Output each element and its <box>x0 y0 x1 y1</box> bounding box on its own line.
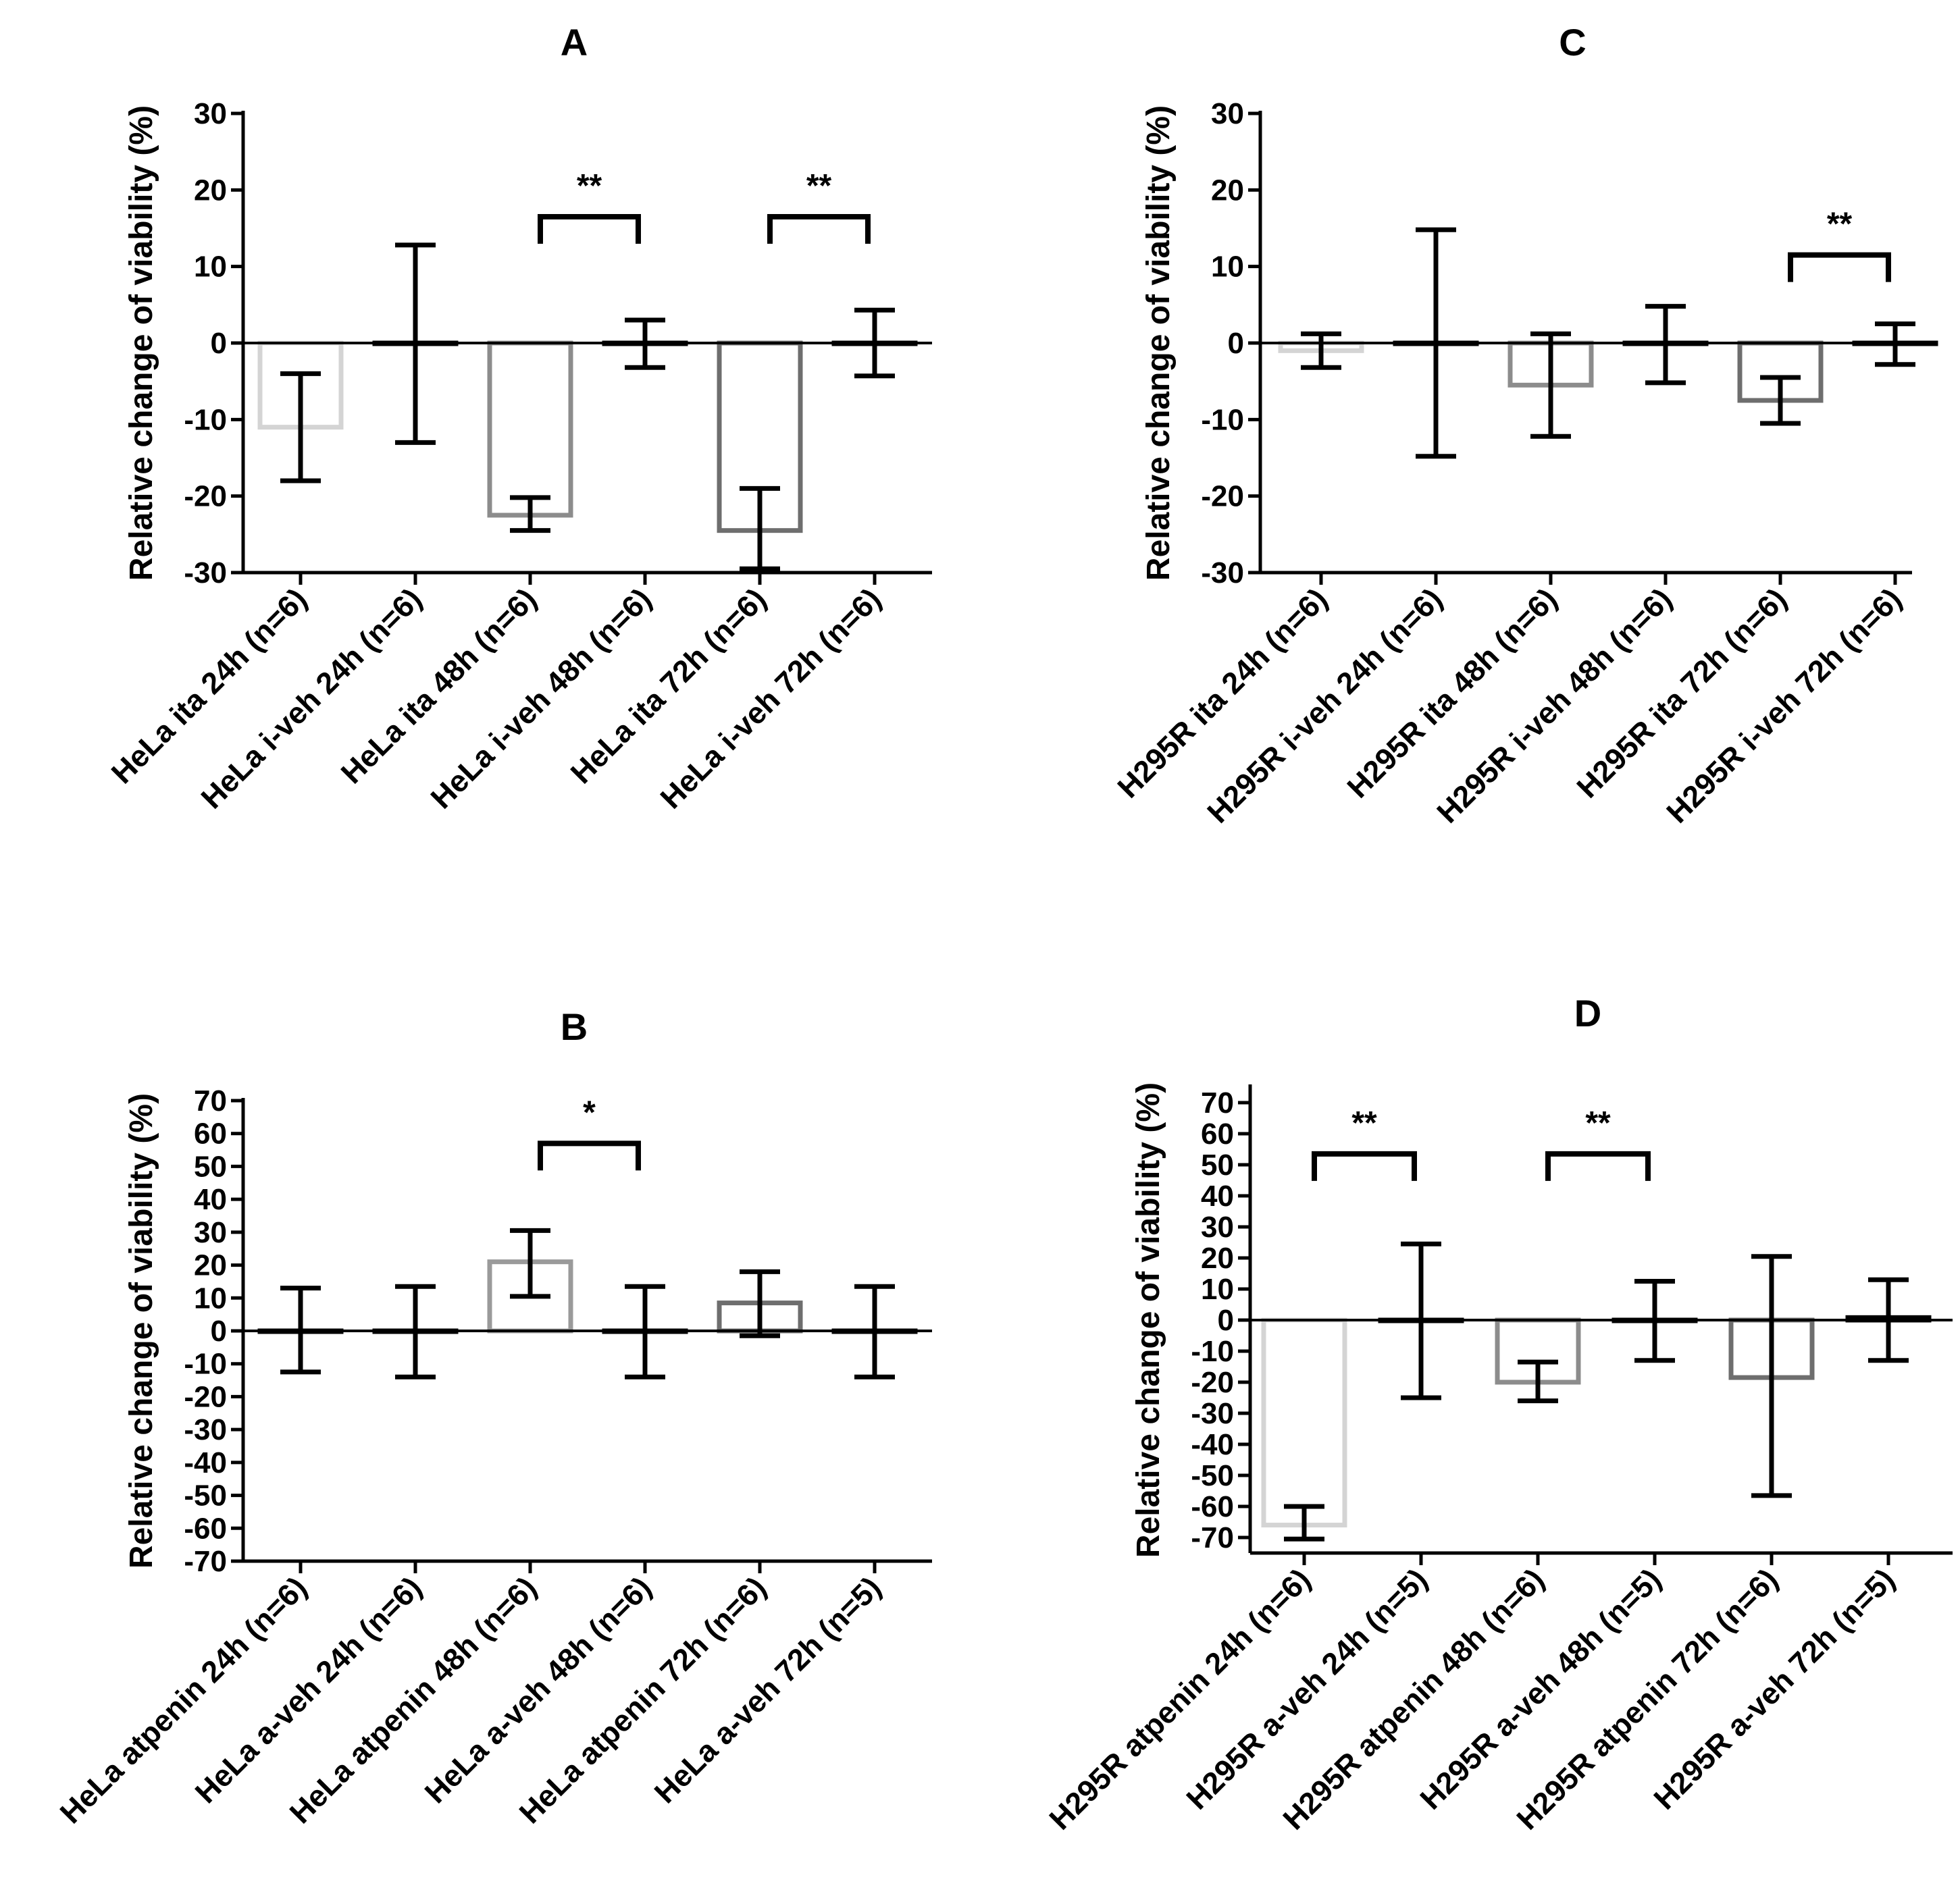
y-tick-label: 30 <box>1201 1211 1234 1244</box>
y-tick-label: 40 <box>194 1183 227 1216</box>
significance-bracket <box>1312 1151 1417 1181</box>
x-tick-label: H295R a-veh 48h (n=5) <box>1414 1562 1668 1816</box>
y-tick-label: -20 <box>184 1380 227 1413</box>
x-tick-label: H295R i-veh 48h (n=6) <box>1430 581 1678 830</box>
significance-label: ** <box>1827 207 1853 242</box>
chart-title: B <box>561 1005 588 1048</box>
y-axis-label: Relative change of viability (%) <box>124 105 159 581</box>
panel-b: B 70 60 50 40 30 20 10 0 -10 -20 -30 -40 -50 -60 -70 Rel… <box>0 945 980 1892</box>
y-tick-label: 50 <box>194 1150 227 1183</box>
x-tick-label: HeLa ita 72h (n=6) <box>564 581 773 790</box>
bar <box>487 340 573 518</box>
panel-d: D 70 60 50 40 30 20 10 0 -10 -20 -30 -40 -50 -60 -70 Rel… <box>980 945 1960 1892</box>
y-tick-label: -60 <box>184 1512 227 1545</box>
y-tick-label: 70 <box>1201 1086 1234 1120</box>
y-tick-label: 20 <box>194 174 227 207</box>
y-tick-label: 10 <box>1211 251 1244 284</box>
x-tick-label: HeLa ita 48h (n=6) <box>334 581 543 790</box>
y-tick-label: -50 <box>184 1479 227 1513</box>
chart-a: A 30 20 10 0 -10 -20 -30 Relative change of viab… <box>105 21 932 815</box>
y-tick-label: -70 <box>1191 1521 1234 1554</box>
chart-c: C 30 20 10 0 -10 -20 -30 Relative change of viab… <box>1111 21 1938 830</box>
significance-label: ** <box>577 168 602 204</box>
y-tick-label: 30 <box>194 1216 227 1249</box>
y-tick-label: 20 <box>194 1249 227 1282</box>
y-tick-label: -20 <box>184 480 227 513</box>
y-tick-label: 30 <box>194 97 227 130</box>
y-tick-label: -30 <box>1191 1397 1234 1430</box>
x-tick-label: HeLa i-veh 48h (n=6) <box>424 581 658 815</box>
x-tick-label: H295R ita 24h (n=6) <box>1111 581 1335 805</box>
y-tick-label: 20 <box>1211 174 1244 207</box>
y-tick-label: -70 <box>184 1545 227 1578</box>
y-tick-label: -60 <box>1191 1490 1234 1523</box>
significance-bracket <box>538 214 641 244</box>
y-tick-label: -30 <box>184 556 227 589</box>
y-tick-label: 40 <box>1201 1180 1234 1213</box>
significance-bracket <box>767 214 871 244</box>
bar <box>1261 1317 1347 1528</box>
x-tick-label: H295R a-veh 72h (n=5) <box>1647 1562 1902 1816</box>
panel-c: C 30 20 10 0 -10 -20 -30 Relative change of viab… <box>980 0 1960 945</box>
y-tick-label: 30 <box>1211 97 1244 130</box>
significance-label: ** <box>1585 1105 1611 1141</box>
y-tick-label: 0 <box>211 1315 227 1348</box>
y-tick-label: 60 <box>194 1118 227 1151</box>
x-tick-label: H295R a-veh 24h (n=5) <box>1180 1562 1435 1816</box>
y-tick-label: 60 <box>1201 1118 1234 1151</box>
significance-label: ** <box>1351 1105 1377 1141</box>
significance-bracket <box>538 1140 641 1171</box>
chart-title: A <box>561 21 588 63</box>
x-tick-label: HeLa i-veh 24h (n=6) <box>195 581 428 815</box>
significance-label: ** <box>806 168 832 204</box>
y-tick-label: 20 <box>1201 1242 1234 1275</box>
x-tick-label: HeLa ita 24h (n=6) <box>105 581 313 790</box>
y-tick-label: -20 <box>1201 480 1244 513</box>
y-tick-label: 50 <box>1201 1149 1234 1182</box>
x-tick-label: H295R i-veh 24h (n=6) <box>1200 581 1449 830</box>
chart-title: D <box>1574 992 1601 1034</box>
y-tick-label: -40 <box>1191 1428 1234 1461</box>
x-tick-label: HeLa a-veh 72h (n=5) <box>648 1570 887 1810</box>
y-tick-label: -30 <box>184 1413 227 1446</box>
y-tick-label: -10 <box>184 403 227 436</box>
y-tick-label: -30 <box>1201 556 1244 589</box>
panel-a: A 30 20 10 0 -10 -20 -30 Relative change of viab… <box>0 0 980 945</box>
y-tick-label: -10 <box>184 1348 227 1381</box>
x-tick-label: H295R ita 72h (n=6) <box>1570 581 1794 805</box>
x-tick-label: HeLa a-veh 48h (n=6) <box>418 1570 658 1810</box>
y-axis-label: Relative change of viability (%) <box>1141 105 1177 581</box>
y-tick-label: -50 <box>1191 1459 1234 1492</box>
y-tick-label: 10 <box>194 251 227 284</box>
significance-bracket <box>1545 1151 1651 1181</box>
significance-label: * <box>583 1095 596 1130</box>
x-tick-label: H295R ita 48h (n=6) <box>1341 581 1564 805</box>
y-tick-label: 0 <box>211 327 227 360</box>
x-tick-label: HeLa a-veh 24h (n=6) <box>188 1570 428 1810</box>
y-tick-label: 10 <box>1201 1273 1234 1306</box>
x-tick-label: H295R i-veh 72h (n=6) <box>1659 581 1908 830</box>
y-tick-label: -10 <box>1201 403 1244 436</box>
y-axis-label: Relative change of viability (%) <box>1131 1082 1166 1558</box>
y-axis-label: Relative change of viability (%) <box>124 1093 159 1569</box>
y-tick-label: 0 <box>1218 1304 1234 1337</box>
x-tick-label: HeLa i-veh 72h (n=6) <box>654 581 887 815</box>
y-tick-label: 70 <box>194 1084 227 1118</box>
y-tick-label: -20 <box>1191 1366 1234 1399</box>
y-tick-label: -10 <box>1191 1335 1234 1368</box>
significance-bracket <box>1788 252 1891 282</box>
y-tick-label: 10 <box>194 1282 227 1315</box>
y-tick-label: 0 <box>1228 327 1244 360</box>
chart-title: C <box>1559 21 1586 63</box>
y-tick-label: -40 <box>184 1446 227 1479</box>
